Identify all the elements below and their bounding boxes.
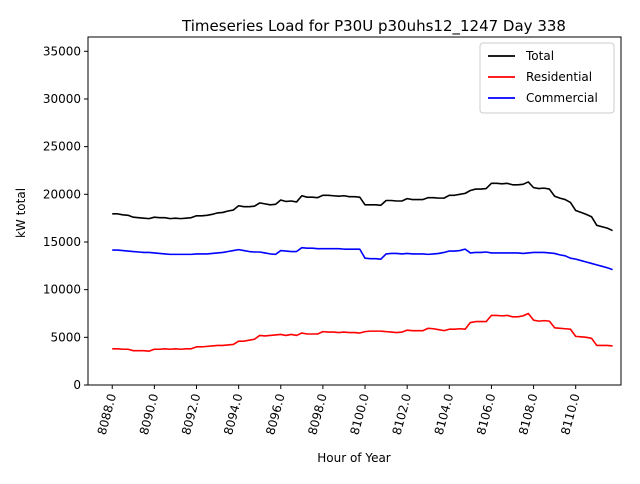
series-line-residential <box>112 312 613 352</box>
series-line-total <box>112 181 613 232</box>
series-line-commercial <box>112 246 613 271</box>
y-tick-label: 10000 <box>43 283 81 297</box>
y-tick-label: 30000 <box>43 92 81 106</box>
x-axis-label: Hour of Year <box>317 451 391 465</box>
y-tick-label: 20000 <box>43 187 81 201</box>
legend-label-total: Total <box>525 49 554 63</box>
series-layer <box>112 181 613 352</box>
y-axis: 0 5000 10000 15000 20000 25000 30000 35000 <box>43 44 88 392</box>
y-axis-label: kW total <box>14 188 28 238</box>
legend-label-residential: Residential <box>526 70 592 84</box>
chart-title: Timeseries Load for P30U p30uhs12_1247 D… <box>181 17 566 36</box>
y-tick-label: 5000 <box>50 330 81 344</box>
y-tick-label: 25000 <box>43 140 81 154</box>
legend-label-commercial: Commercial <box>526 91 598 105</box>
y-tick-label: 15000 <box>43 235 81 249</box>
legend: Total Residential Commercial <box>479 42 615 114</box>
y-tick-label: 0 <box>73 378 81 392</box>
y-tick-label: 35000 <box>43 44 81 58</box>
legend-box <box>479 42 615 114</box>
